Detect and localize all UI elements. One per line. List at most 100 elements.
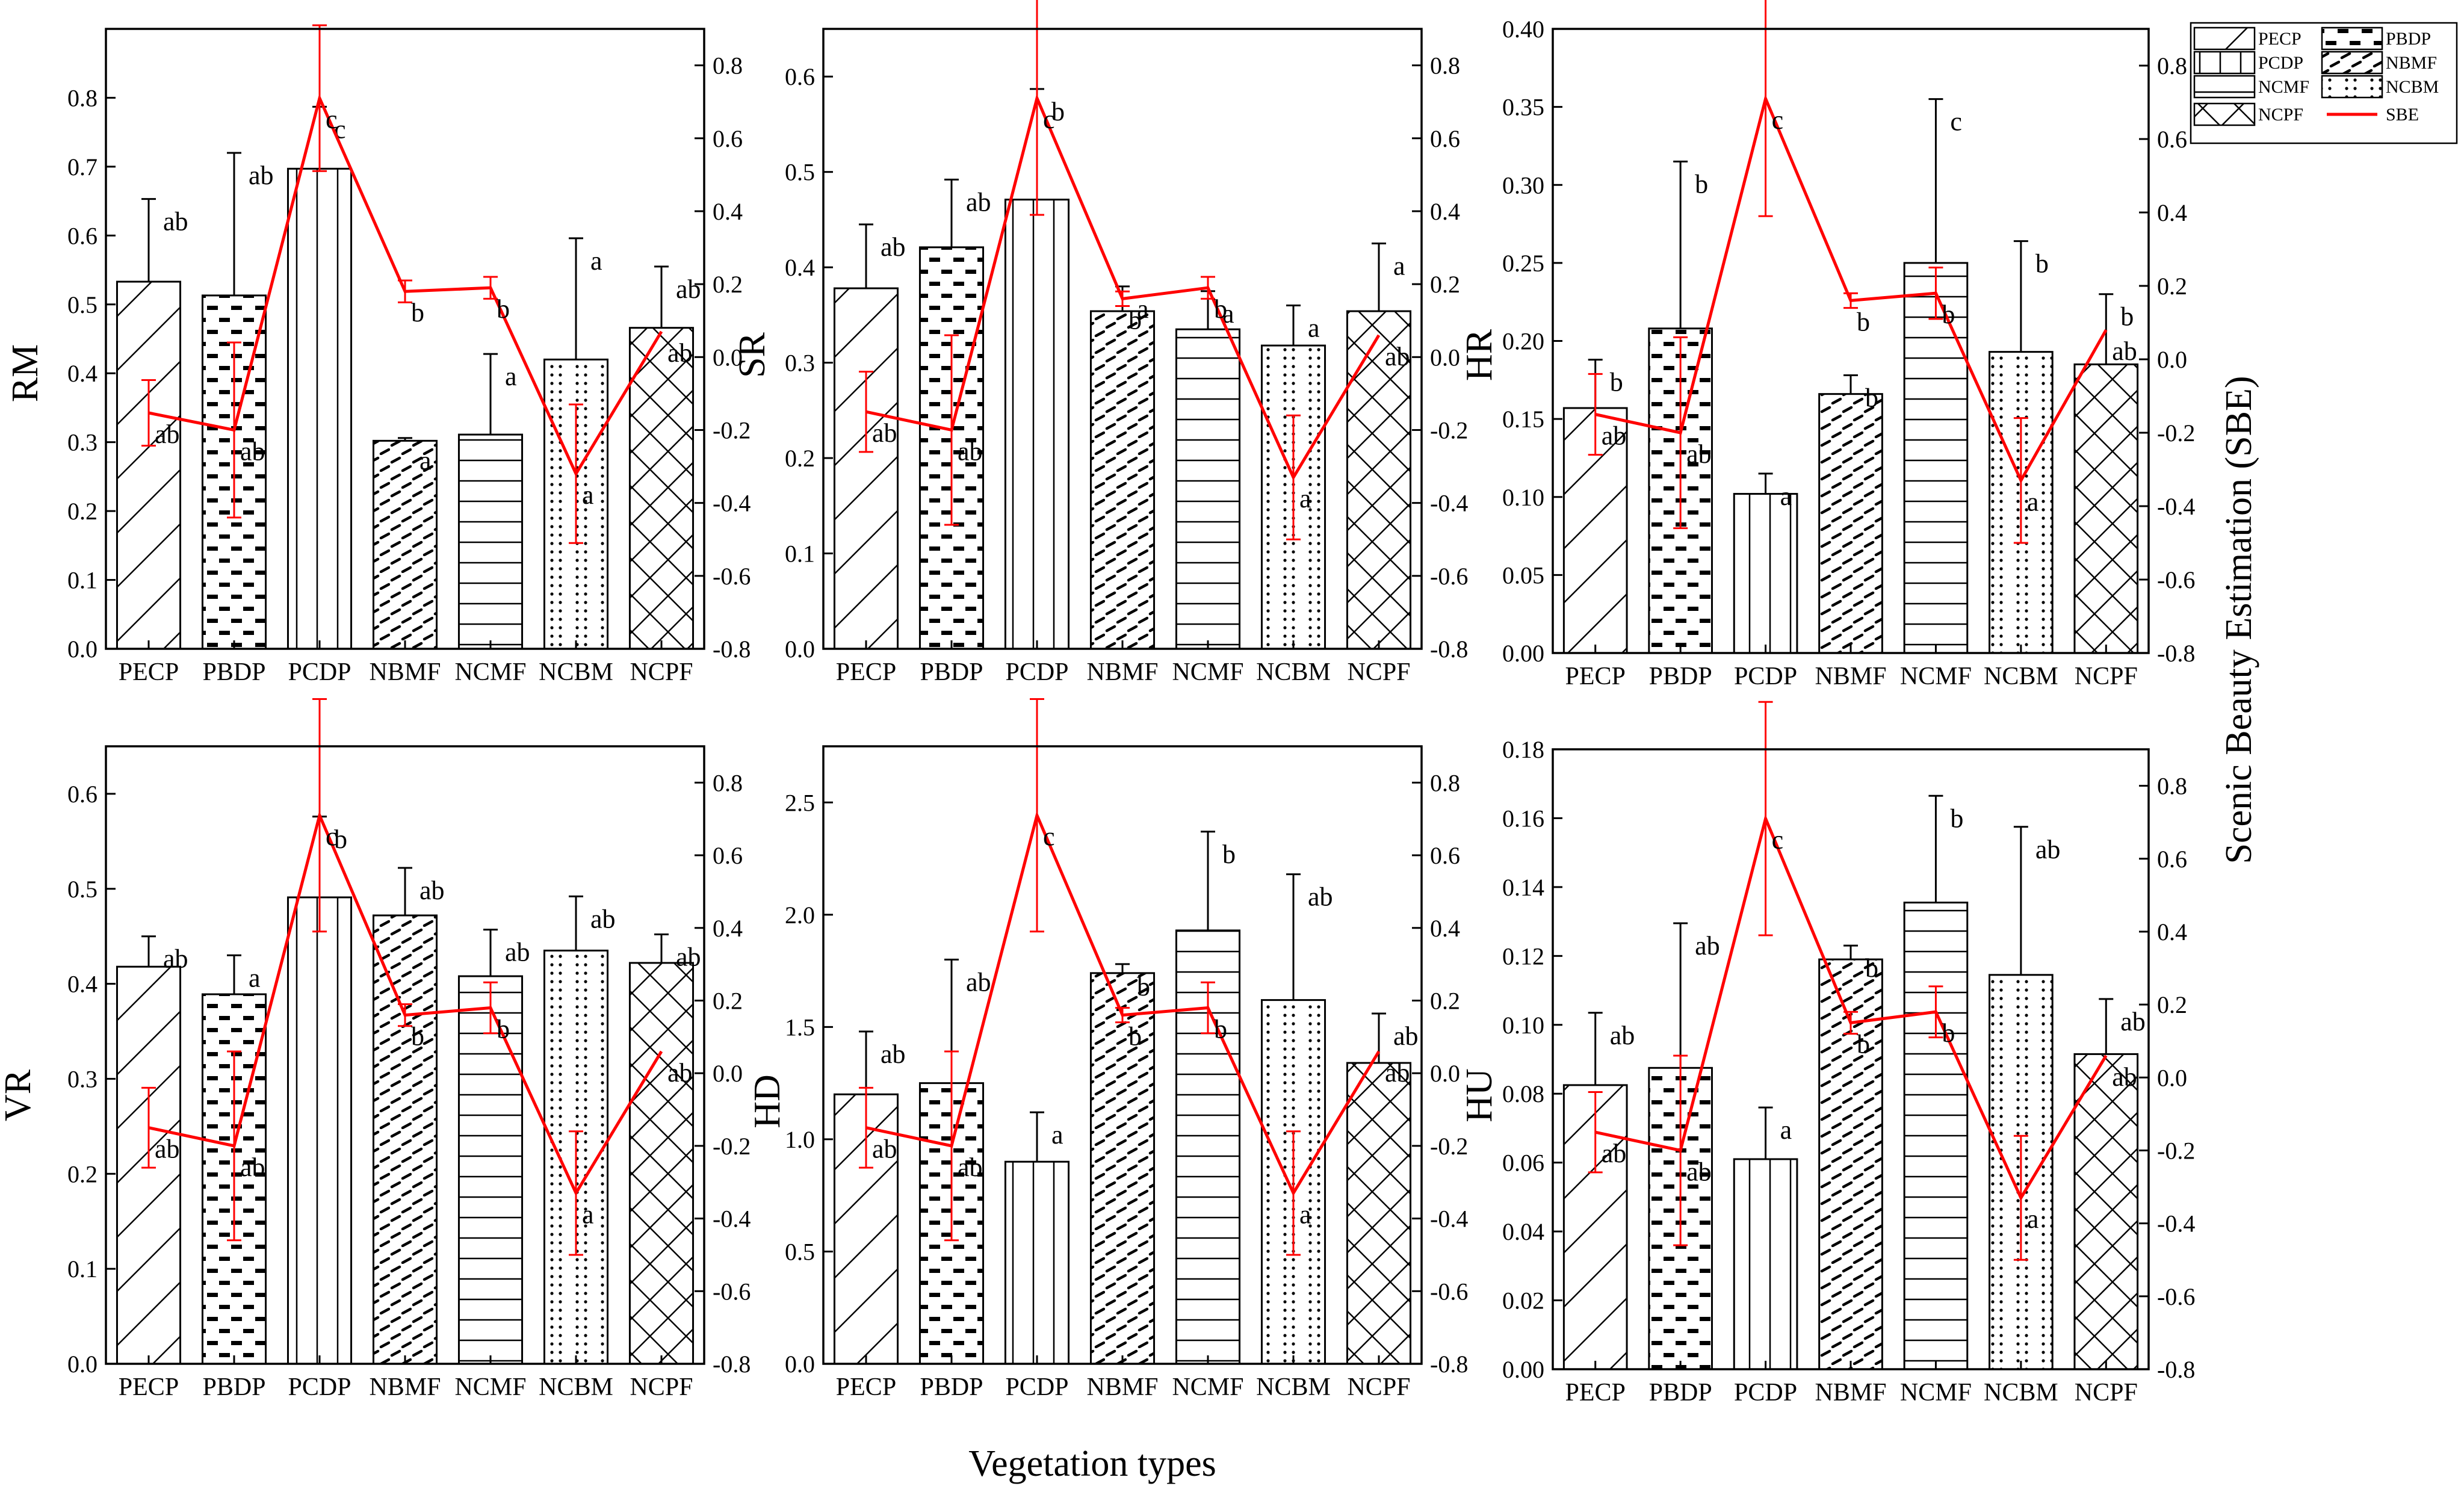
x-tick-label: PECP bbox=[1565, 1379, 1626, 1407]
right-y-tick-label: 0.6 bbox=[1430, 842, 1460, 869]
bar-significance-label: ab bbox=[249, 161, 274, 190]
y-axis-label: RM bbox=[5, 344, 46, 402]
sbe-significance-label: b bbox=[1857, 1029, 1870, 1059]
sbe-significance-label: a bbox=[2027, 487, 2039, 516]
right-y-tick-label: 0.2 bbox=[1430, 987, 1460, 1014]
x-tick-label: NCPF bbox=[2075, 1379, 2138, 1407]
right-y-tick-label: 0.0 bbox=[1430, 1060, 1460, 1087]
left-y-tick-label: 0.2 bbox=[785, 445, 815, 472]
sbe-significance-label: a bbox=[2027, 1204, 2039, 1234]
sbe-significance-label: ab bbox=[1602, 1139, 1627, 1168]
bar-significance-label: a bbox=[1393, 252, 1405, 281]
legend-swatch-ncpf bbox=[2193, 102, 2256, 126]
bar-significance-label: ab bbox=[1610, 1021, 1635, 1050]
right-y-tick-label: -0.8 bbox=[1430, 1351, 1468, 1378]
bar-significance-label: b bbox=[1051, 97, 1065, 126]
right-y-tick-label: 0.4 bbox=[713, 915, 743, 942]
right-y-tick-label: -0.8 bbox=[2157, 1356, 2195, 1383]
right-y-tick-label: 0.8 bbox=[713, 52, 743, 79]
right-y-tick-label: 0.8 bbox=[713, 769, 743, 796]
x-tick-label: PBDP bbox=[920, 658, 983, 686]
left-y-tick-label: 2.5 bbox=[785, 789, 815, 816]
sbe-significance-label: a bbox=[582, 480, 594, 510]
bar-significance-label: ab bbox=[163, 944, 188, 974]
sbe-significance-label: ab bbox=[958, 1153, 983, 1182]
left-y-tick-label: 0.4 bbox=[67, 971, 98, 998]
bar-pecp bbox=[833, 287, 899, 650]
right-y-tick-label: -0.2 bbox=[2157, 1137, 2195, 1164]
right-y-tick-label: 0.2 bbox=[2157, 273, 2187, 300]
right-y-tick-label: -0.4 bbox=[1430, 490, 1468, 517]
right-y-tick-label: 0.2 bbox=[713, 987, 743, 1014]
legend-label-pbdp: PBDP bbox=[2386, 29, 2431, 49]
sbe-significance-label: c bbox=[1043, 105, 1055, 134]
sbe-significance-label: b bbox=[1857, 307, 1870, 336]
legend-label-ncmf: NCMF bbox=[2258, 77, 2309, 97]
bar-significance-label: a bbox=[1222, 299, 1234, 329]
left-y-tick-label: 0.3 bbox=[785, 350, 815, 377]
sbe-significance-label: c bbox=[326, 822, 338, 852]
bar-pcdp bbox=[1733, 1158, 1798, 1370]
right-y-tick-label: -0.4 bbox=[713, 490, 751, 517]
x-tick-label: NCPF bbox=[630, 658, 693, 686]
x-tick-label: NBMF bbox=[1815, 663, 1886, 690]
bar-ncmf bbox=[1903, 262, 1969, 654]
x-tick-label: PBDP bbox=[202, 1373, 265, 1401]
x-tick-label: PCDP bbox=[1734, 663, 1797, 690]
x-tick-label: NBMF bbox=[369, 658, 441, 686]
bar-significance-label: a bbox=[505, 362, 517, 391]
bar-nbmf bbox=[1818, 393, 1883, 654]
left-y-tick-label: 0.5 bbox=[67, 876, 98, 903]
right-y-tick-label: 0.4 bbox=[1430, 198, 1460, 225]
sbe-significance-label: ab bbox=[2112, 1062, 2137, 1092]
right-y-tick-label: 0.4 bbox=[713, 198, 743, 225]
right-y-tick-label: 0.4 bbox=[2157, 199, 2187, 226]
right-y-tick-label: -0.8 bbox=[713, 636, 751, 663]
x-tick-label: PCDP bbox=[1005, 1373, 1068, 1401]
sbe-significance-label: ab bbox=[1686, 439, 1712, 469]
x-tick-label: PCDP bbox=[1734, 1379, 1797, 1407]
x-tick-label: PECP bbox=[119, 1373, 179, 1401]
right-y-tick-label: 0.6 bbox=[713, 125, 743, 152]
legend-label-pcdp: PCDP bbox=[2258, 53, 2303, 73]
bar-significance-label: b bbox=[1137, 972, 1150, 1001]
left-y-tick-label: 0.35 bbox=[1502, 94, 1544, 121]
y-axis-label: VR bbox=[0, 1069, 39, 1121]
y-axis-label: HR bbox=[1459, 329, 1500, 381]
left-y-tick-label: 0.8 bbox=[67, 84, 98, 111]
sbe-significance-label: c bbox=[1772, 825, 1784, 855]
x-tick-label: NCBM bbox=[1984, 1379, 2058, 1407]
bar-nbmf bbox=[1089, 972, 1156, 1365]
sbe-significance-label: c bbox=[1772, 105, 1784, 135]
x-tick-label: NCMF bbox=[1900, 1379, 1972, 1407]
sbe-significance-label: b bbox=[1128, 305, 1142, 335]
sbe-significance-label: ab bbox=[872, 1134, 897, 1164]
sbe-significance-label: b bbox=[497, 294, 510, 324]
sbe-significance-label: b bbox=[1128, 1022, 1142, 1051]
x-tick-label: PCDP bbox=[1005, 658, 1068, 686]
sbe-significance-label: b bbox=[1214, 294, 1227, 324]
legend-swatch-pcdp bbox=[2193, 51, 2256, 75]
legend-swatch-ncbm bbox=[2321, 75, 2383, 99]
right-y-tick-label: -0.2 bbox=[713, 1133, 751, 1160]
right-y-tick-label: 0.6 bbox=[1430, 125, 1460, 152]
y-axis-label: HD bbox=[747, 1074, 788, 1128]
sbe-significance-label: ab bbox=[958, 436, 983, 466]
bar-significance-label: ab bbox=[1308, 882, 1333, 912]
left-y-tick-label: 0.5 bbox=[785, 1238, 815, 1265]
x-tick-label: PECP bbox=[836, 1373, 896, 1401]
right-y-tick-label: -0.6 bbox=[1430, 563, 1468, 590]
x-tick-label: NCPF bbox=[2075, 663, 2138, 690]
sbe-significance-label: ab bbox=[240, 436, 265, 466]
bar-ncmf bbox=[457, 975, 524, 1365]
left-y-tick-label: 0.18 bbox=[1502, 736, 1544, 763]
left-y-tick-label: 2.0 bbox=[785, 902, 815, 929]
right-y-tick-label: 0.8 bbox=[2157, 52, 2187, 79]
left-y-tick-label: 0.06 bbox=[1502, 1150, 1544, 1177]
sbe-line bbox=[865, 810, 1381, 1196]
left-y-tick-label: 0.4 bbox=[785, 254, 815, 281]
right-y-tick-label: -0.4 bbox=[2157, 1210, 2195, 1237]
